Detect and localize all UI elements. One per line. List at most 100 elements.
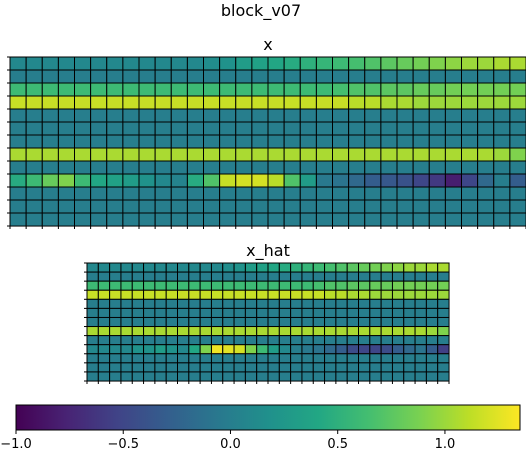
heatmap-cell	[57, 69, 76, 84]
heatmap-cell	[403, 307, 416, 319]
heatmap-cell	[138, 121, 156, 136]
heatmap-cell	[425, 307, 439, 319]
heatmap-cell	[412, 199, 430, 214]
heatmap-cell	[493, 134, 511, 149]
heatmap-cell	[57, 134, 76, 149]
heatmap-cell	[315, 56, 334, 71]
heatmap-cell	[74, 95, 92, 110]
heatmap-cell	[414, 371, 427, 382]
heatmap-cell	[86, 335, 99, 346]
heatmap-cell	[154, 82, 172, 97]
heatmap-cell	[143, 353, 156, 364]
heatmap-cell	[461, 160, 479, 175]
heatmap-cell	[315, 186, 334, 201]
heatmap-cell	[437, 280, 450, 291]
heatmap-cell	[493, 108, 511, 123]
heatmap-cell	[414, 326, 427, 337]
heatmap-cell	[199, 289, 212, 300]
heatmap-cell	[267, 298, 280, 309]
heatmap-cell	[335, 362, 348, 373]
heatmap-cell	[396, 134, 414, 149]
heatmap-cell	[477, 56, 495, 71]
heatmap-cell	[41, 95, 59, 110]
heatmap-cell	[235, 108, 253, 123]
heatmap-cell	[235, 82, 253, 97]
heatmap-cell	[267, 280, 280, 291]
heatmap-cell	[364, 147, 382, 162]
heatmap-cell	[154, 280, 167, 291]
heatmap-cell	[346, 335, 360, 346]
heatmap-cell	[461, 173, 479, 188]
heatmap-cell	[412, 134, 430, 149]
heatmap-cell	[346, 262, 360, 273]
heatmap-cell	[177, 362, 190, 373]
heatmap-cell	[138, 160, 156, 175]
heatmap-cell	[143, 271, 156, 282]
heatmap-cell	[290, 307, 303, 319]
heatmap-cell	[235, 147, 253, 162]
heatmap-cell	[90, 147, 108, 162]
heatmap-cell	[278, 316, 292, 328]
heatmap-cell	[369, 307, 382, 319]
heatmap-cell	[41, 134, 59, 149]
heatmap-cell	[199, 371, 212, 382]
heatmap-cell	[203, 134, 221, 149]
heatmap-cell	[97, 344, 111, 355]
heatmap-cell	[358, 362, 371, 373]
heatmap-cell	[396, 173, 414, 188]
heatmap-cell	[437, 307, 450, 319]
heatmap-cell	[138, 199, 156, 214]
heatmap-cell	[106, 56, 124, 71]
heatmap-cell	[138, 212, 156, 227]
heatmap-cell	[41, 186, 59, 201]
heatmap-cell	[109, 289, 122, 300]
heatmap-cell	[425, 353, 439, 364]
heatmap-cell	[444, 56, 463, 71]
heatmap-cell	[122, 134, 140, 149]
heatmap-cell	[233, 344, 246, 355]
heatmap-cell	[477, 134, 495, 149]
heatmap-cell	[324, 316, 337, 328]
heatmap-cell	[90, 199, 108, 214]
heatmap-cell	[120, 262, 133, 273]
heatmap-cell	[154, 262, 167, 273]
heatmap-cell	[244, 326, 258, 337]
heatmap-cell	[9, 82, 27, 97]
heatmap-cell	[380, 262, 393, 273]
heatmap-x-hat-title: x_hat	[246, 241, 290, 261]
heatmap-cell	[267, 307, 280, 319]
heatmap-cell	[391, 353, 405, 364]
heatmap-cell	[391, 298, 405, 309]
heatmap-cell	[278, 344, 292, 355]
heatmap-cell	[267, 160, 285, 175]
heatmap-cell	[332, 108, 350, 123]
heatmap-cell	[154, 186, 172, 201]
heatmap-cell	[120, 316, 133, 328]
heatmap-cell	[335, 289, 348, 300]
heatmap-cell	[267, 353, 280, 364]
heatmap-cell	[312, 289, 326, 300]
heatmap-cell	[57, 56, 76, 71]
heatmap-cell	[244, 371, 258, 382]
heatmap-cell	[290, 298, 303, 309]
heatmap-cell	[403, 316, 416, 328]
heatmap-cell	[301, 298, 314, 309]
heatmap-cell	[391, 307, 405, 319]
heatmap-cell	[25, 134, 43, 149]
heatmap-cell	[299, 82, 317, 97]
heatmap-cell	[509, 134, 526, 149]
heatmap-cell	[332, 186, 350, 201]
heatmap-cell	[380, 353, 393, 364]
heatmap-cell	[188, 289, 201, 300]
heatmap-cell	[219, 134, 237, 149]
heatmap-cell	[165, 271, 179, 282]
heatmap-cell	[346, 298, 360, 309]
heatmap-cell	[251, 108, 269, 123]
heatmap-cell	[25, 186, 43, 201]
heatmap-cell	[267, 212, 285, 227]
heatmap-cell	[154, 69, 172, 84]
heatmap-cell	[414, 344, 427, 355]
heatmap-cell	[9, 69, 27, 84]
heatmap-cell	[154, 362, 167, 373]
heatmap-cell	[203, 56, 221, 71]
